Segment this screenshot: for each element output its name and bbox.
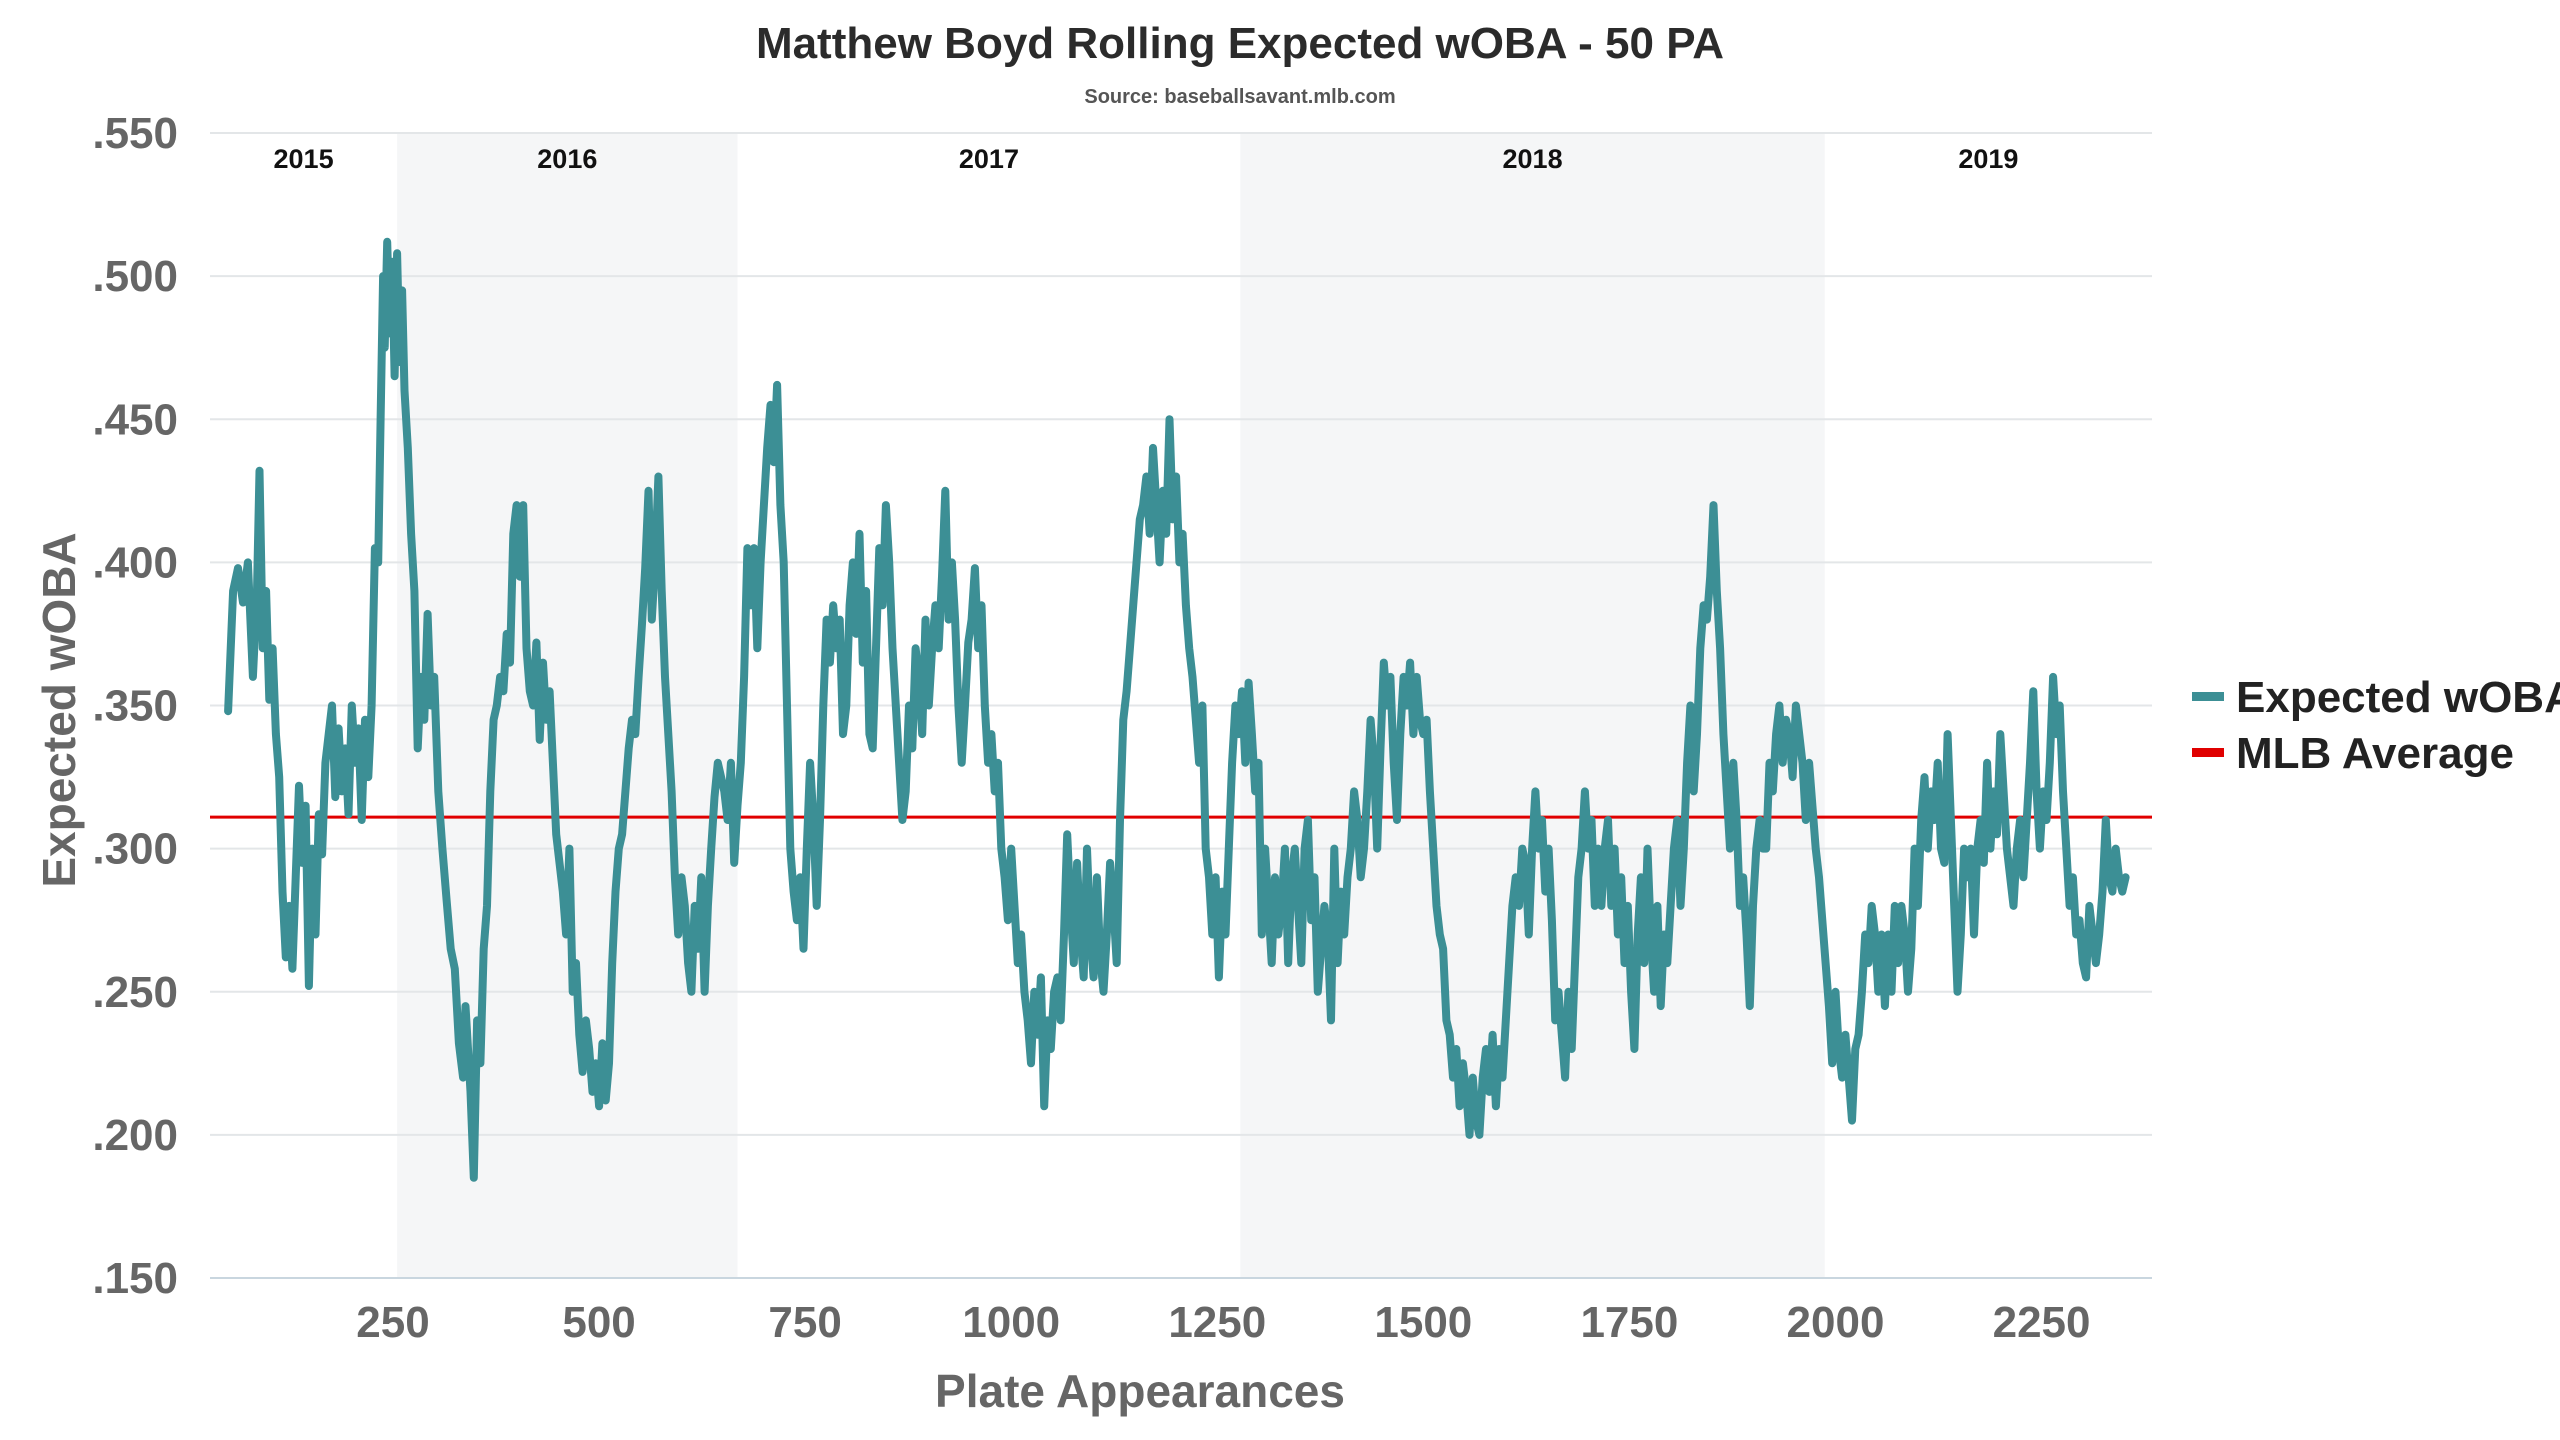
legend-swatch-mlb-average — [2192, 748, 2224, 757]
x-tick-label: 1000 — [962, 1298, 1060, 1347]
season-label-2019: 2019 — [1958, 144, 2018, 174]
legend-swatch-expected-woba — [2192, 692, 2224, 701]
x-tick-label: 1250 — [1168, 1298, 1266, 1347]
season-label-2017: 2017 — [959, 144, 1019, 174]
x-axis-label: Plate Appearances — [935, 1365, 1345, 1417]
x-tick-label: 750 — [768, 1298, 841, 1347]
legend: Expected wOBA MLB Average — [2192, 673, 2560, 778]
y-tick-label: .250 — [92, 968, 178, 1017]
x-tick-label: 250 — [356, 1298, 429, 1347]
x-tick-labels: 250 500 750 1000 1250 1500 1750 2000 2250 — [356, 1298, 2090, 1347]
x-tick-label: 500 — [562, 1298, 635, 1347]
x-tick-label: 2000 — [1787, 1298, 1885, 1347]
y-tick-label: .350 — [92, 682, 178, 731]
y-tick-label: .200 — [92, 1111, 178, 1160]
chart-subtitle: Source: baseballsavant.mlb.com — [1084, 86, 1395, 108]
y-tick-label: .500 — [92, 252, 178, 301]
chart-title: Matthew Boyd Rolling Expected wOBA - 50 … — [756, 19, 1724, 68]
y-tick-label: .300 — [92, 825, 178, 874]
y-gridlines — [210, 132, 2152, 1136]
y-tick-label: .400 — [92, 538, 178, 587]
season-labels: 2015 2016 2017 2018 2019 — [274, 144, 2019, 174]
legend-label-mlb-average: MLB Average — [2236, 729, 2514, 778]
season-label-2018: 2018 — [1503, 144, 1563, 174]
season-label-2016: 2016 — [537, 144, 597, 174]
legend-label-expected-woba: Expected wOBA — [2236, 673, 2560, 722]
x-tick-label: 1750 — [1580, 1298, 1678, 1347]
expected-woba-line — [224, 237, 2130, 1182]
y-tick-labels: .150 .200 .250 .300 .350 .400 .450 .500 .550 — [92, 109, 178, 1303]
y-axis-label: Expected wOBA — [33, 532, 85, 887]
x-tick-label: 1500 — [1374, 1298, 1472, 1347]
y-tick-label: .450 — [92, 395, 178, 444]
season-label-2015: 2015 — [274, 144, 334, 174]
y-tick-label: .550 — [92, 109, 178, 158]
y-tick-label: .150 — [92, 1254, 178, 1303]
x-tick-label: 2250 — [1993, 1298, 2091, 1347]
